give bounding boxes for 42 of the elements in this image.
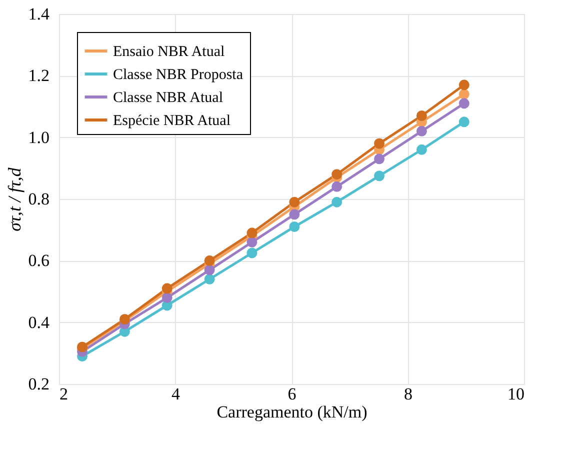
legend-label: Espécie NBR Atual <box>113 113 230 129</box>
point <box>246 228 258 238</box>
x-tick-label: 10 <box>508 384 524 404</box>
legend-label: Classe NBR Atual <box>113 90 224 106</box>
point <box>289 209 300 220</box>
legend-label: Classe NBR Proposta <box>113 67 244 83</box>
y-tick-label: 1.4 <box>28 4 50 24</box>
point <box>458 98 470 109</box>
point <box>289 222 300 232</box>
point <box>162 283 172 294</box>
y-tick-label: 0.8 <box>28 190 50 208</box>
point <box>458 116 470 128</box>
point <box>458 88 470 100</box>
point <box>332 181 342 192</box>
x-tick-label: 4 <box>172 384 180 404</box>
y-tick-label: 0.4 <box>28 312 50 332</box>
point <box>204 264 215 276</box>
point <box>204 274 215 284</box>
y-tick-label: 1.2 <box>28 66 50 86</box>
point <box>416 110 427 121</box>
point <box>204 255 215 266</box>
point <box>332 196 342 208</box>
point <box>374 138 385 149</box>
y-axis-title: στ,t / fτ,d <box>4 166 24 232</box>
y-tick-label: 0.6 <box>28 251 50 270</box>
point <box>289 196 300 208</box>
x-tick-label: 2 <box>60 384 68 404</box>
y-tick-label: 0.2 <box>28 374 50 394</box>
point <box>374 154 385 164</box>
point <box>374 170 385 182</box>
point <box>458 80 470 90</box>
point <box>162 292 172 303</box>
point <box>246 248 258 258</box>
x-tick-label: 8 <box>404 384 412 404</box>
point <box>332 169 342 180</box>
point <box>416 144 427 155</box>
y-tick-label: 1.0 <box>28 128 50 147</box>
point <box>416 126 427 136</box>
point <box>246 236 258 248</box>
legend-label: Ensaio NBR Atual <box>113 44 225 60</box>
x-axis-title: Carregamento (kN/m) <box>216 402 368 422</box>
x-tick-label: 6 <box>288 384 296 404</box>
